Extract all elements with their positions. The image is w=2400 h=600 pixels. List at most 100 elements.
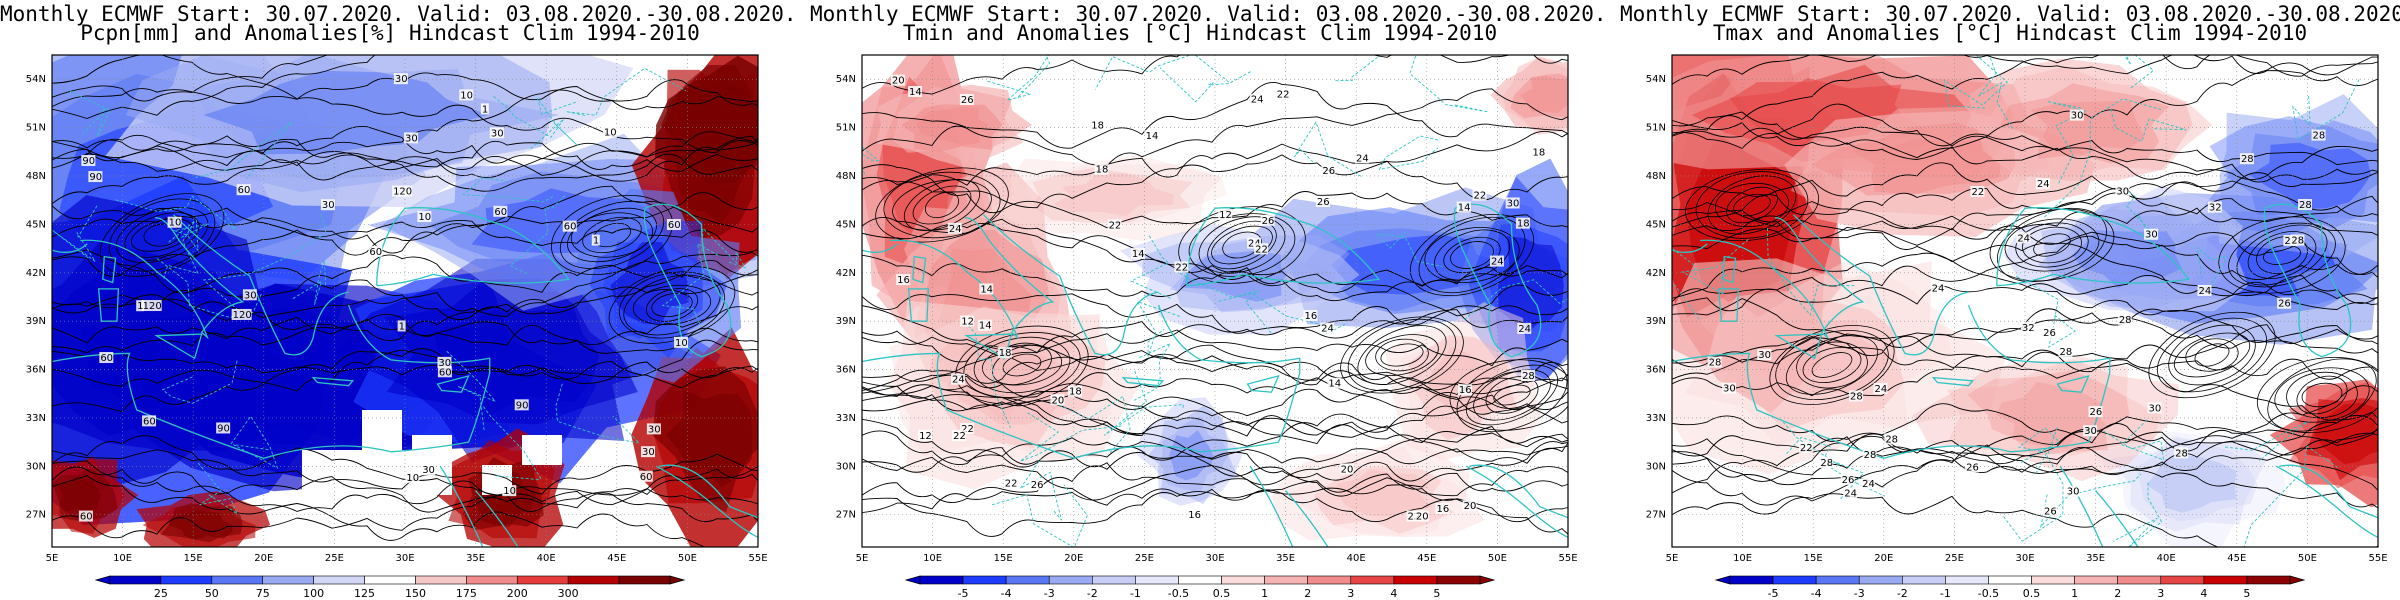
contour-label: 24: [2037, 179, 2050, 190]
colorbar-tick: -1: [1940, 587, 1951, 600]
contour-label: 1: [482, 104, 488, 115]
contour-label: 10: [460, 90, 473, 101]
contour-label: 1: [399, 321, 405, 332]
colorbar-swatch: [466, 575, 518, 585]
precip-map: 6060609060601203090120306030106010303010…: [26, 54, 768, 600]
colorbar-tick: 4: [2200, 587, 2207, 600]
contour-label: 60: [238, 185, 251, 196]
lat-label: 27N: [26, 510, 46, 521]
colorbar-swatch: [919, 575, 964, 585]
contour-label: 20: [1341, 464, 1354, 475]
colorbar-swatch: [1307, 575, 1352, 585]
contour-label: 28: [2060, 347, 2073, 358]
colorbar-tick: 75: [256, 587, 270, 600]
tmax-panel: 2224242624282824282628262428323028302426…: [1620, 0, 2400, 600]
lat-label: 54N: [26, 74, 46, 85]
contour-label: 26: [1317, 197, 1330, 208]
contour-label: 10: [604, 128, 617, 139]
lon-label: 10E: [923, 553, 942, 564]
contour-label: 32: [2209, 203, 2222, 214]
lat-label: 45N: [836, 219, 856, 230]
colorbar-tick: 1: [1261, 587, 1268, 600]
contour-label: 28: [2299, 200, 2312, 211]
colorbar-tick: -4: [1001, 587, 1012, 600]
lon-label: 20E: [254, 553, 273, 564]
lat-label: 39N: [26, 316, 46, 327]
contour-label: 120: [393, 187, 412, 198]
colorbar-tick: -1: [1130, 587, 1141, 600]
contour-label: 30: [1507, 198, 1520, 209]
colorbar-swatch: [1729, 575, 1774, 585]
lat-label: 39N: [1646, 316, 1666, 327]
contour-label: 30: [244, 290, 257, 301]
contour-label: 20: [1416, 512, 1429, 523]
panel-title-line2: Pcpn[mm] and Anomalies[%] Hindcast Clim …: [80, 21, 700, 45]
contour-label: 30: [322, 200, 335, 211]
contour-label: 18: [1517, 219, 1530, 230]
coastlines: [862, 55, 1568, 547]
contour-label: 22: [1474, 191, 1487, 202]
contour-label: 90: [89, 172, 102, 183]
colorbar-arrow-right: [669, 575, 686, 585]
contour-label: 16: [897, 275, 910, 286]
contour-label: 32: [2022, 323, 2035, 334]
colorbar-swatch: [2074, 575, 2118, 585]
contour-label: 30: [1758, 350, 1771, 361]
colorbar-swatch: [160, 575, 213, 585]
axis-labels: 54N 51N 48N 45N 42N 39N 36N 33N 30N 27N 5E 10E 15E 20…: [1646, 74, 2388, 564]
panel-title-line1: Monthly ECMWF Start: 30.07.2020. Valid: …: [810, 2, 1607, 26]
contour-label: 22: [1175, 262, 1188, 273]
colorbar-swatch: [2117, 575, 2162, 585]
contour-label: 24: [1844, 488, 1857, 499]
contour-label: 60: [439, 367, 452, 378]
colorbar-tick: -2: [1897, 587, 1908, 600]
contour-label: 30: [422, 465, 435, 476]
lon-label: 35E: [1276, 553, 1295, 564]
colorbar-swatch: [2246, 575, 2291, 585]
colorbar-swatch: [962, 575, 1007, 585]
colorbar-tick: 300: [558, 587, 579, 600]
contour-label: 24: [1875, 384, 1888, 395]
lon-label: 20E: [1064, 553, 1083, 564]
colorbar-tick: 2: [2114, 587, 2121, 600]
lon-label: 45E: [607, 553, 626, 564]
colorbar-swatch: [1178, 575, 1222, 585]
contour-label: 22: [953, 431, 966, 442]
contour-label: 24: [2017, 233, 2030, 244]
colorbar-swatch: [2031, 575, 2075, 585]
lon-label: 35E: [2086, 553, 2105, 564]
colorbar-tick: 2: [1304, 587, 1311, 600]
tmin-panel: 14 16 16 14 16 12 12 14 14 18 16 20 12 14 20 24 22 22 14 18…: [810, 0, 1607, 600]
contour-label: 60: [564, 222, 577, 233]
contour-label: 14: [1132, 249, 1145, 260]
panel-title-line1: Monthly ECMWF Start: 30.07.2020. Valid: …: [0, 2, 797, 26]
contour-label: 12: [961, 317, 974, 328]
colorbar-tick: 150: [405, 587, 426, 600]
contour-lines: [1672, 55, 2378, 547]
lat-label: 54N: [1646, 74, 1666, 85]
contour-label: 28: [1885, 434, 1898, 445]
colorbar-swatch: [1350, 575, 1395, 585]
contour-label: 30: [1723, 384, 1736, 395]
contour-label: 28: [1709, 358, 1722, 369]
lon-label: 50E: [2298, 553, 2317, 564]
colorbar-swatch: [1815, 575, 1860, 585]
contour-label: 30: [395, 74, 408, 85]
lat-label: 39N: [836, 316, 856, 327]
contour-label: 10: [675, 338, 688, 349]
contour-label: 18: [1533, 147, 1546, 158]
lat-label: 42N: [836, 268, 856, 279]
lon-label: 5E: [1666, 553, 1679, 564]
colorbar-swatch: [109, 575, 162, 585]
lat-label: 33N: [26, 413, 46, 424]
lat-label: 54N: [836, 74, 856, 85]
colorbar-tick: 125: [354, 587, 375, 600]
contour-label: 24: [1932, 283, 1945, 294]
contour-label: 30: [2145, 230, 2158, 241]
lon-label: 15E: [184, 553, 203, 564]
contour-label: 60: [668, 220, 681, 231]
contour-label: 14: [909, 87, 922, 98]
contour-label: 26: [2278, 299, 2291, 310]
contour-label: 16: [1459, 385, 1472, 396]
colorbar-tick: 200: [507, 587, 528, 600]
